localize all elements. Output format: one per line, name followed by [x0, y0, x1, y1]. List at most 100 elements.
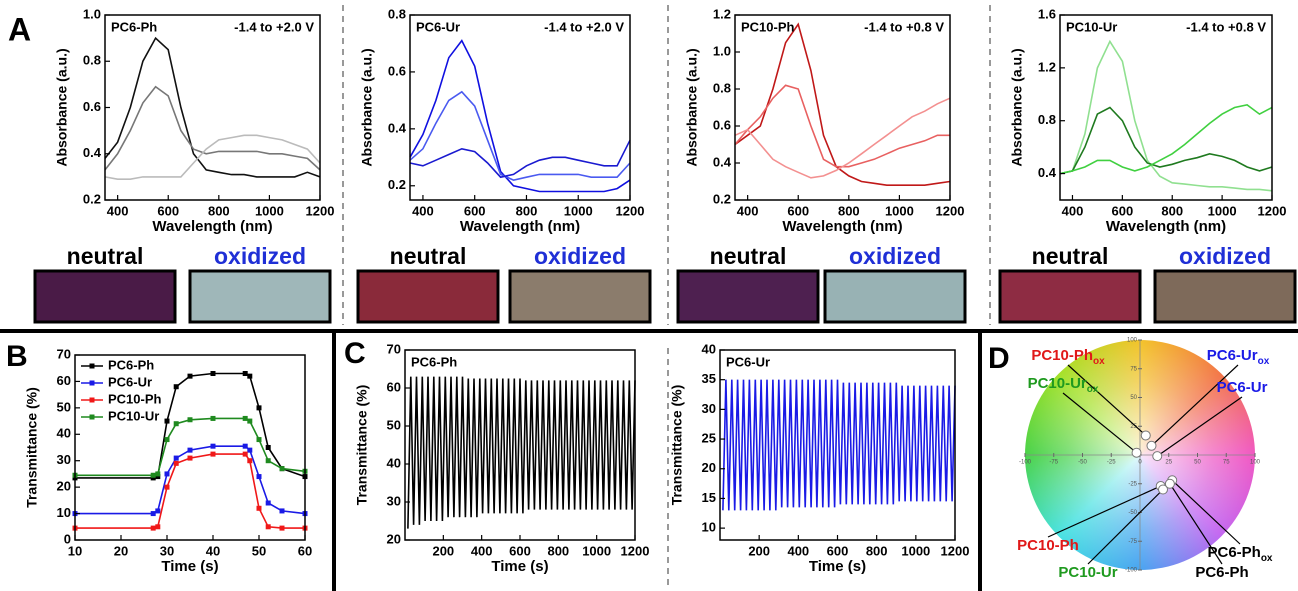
y-tick-label: 20: [387, 531, 401, 546]
x-tick-label: 400: [737, 203, 759, 218]
panel-label: A: [8, 11, 31, 47]
leader-line: [1067, 364, 1147, 436]
x-tick-label: 800: [838, 203, 860, 218]
plot-frame: [74, 354, 306, 541]
legend-marker: [89, 363, 95, 369]
y-tick-label: 100: [1127, 338, 1138, 344]
series-line: [409, 139, 631, 179]
plot-frame: [719, 349, 956, 541]
y-tick-label: 20: [57, 479, 71, 494]
marker: [164, 471, 170, 477]
marker: [210, 451, 216, 457]
series-line: [734, 22, 951, 186]
marker: [173, 384, 179, 390]
x-axis-label: Wavelength (nm): [460, 218, 580, 235]
marker: [247, 418, 253, 424]
y-tick-label: 35: [702, 371, 716, 386]
marker: [279, 466, 285, 472]
marker: [150, 511, 156, 517]
panel-label: B: [6, 340, 28, 373]
marker: [256, 405, 262, 411]
marker: [155, 524, 161, 530]
y-axis-label: Transmittance (%): [669, 385, 685, 506]
x-tick-label: 400: [1062, 203, 1084, 218]
y-tick-label: 25: [702, 431, 716, 446]
x-tick-label: 50: [252, 543, 266, 558]
y-tick-label: 15: [702, 490, 716, 505]
x-tick-label: 600: [157, 203, 179, 218]
y-tick-label: 60: [387, 379, 401, 394]
y-axis-label: Absorbance (a.u.): [359, 48, 375, 166]
chart-title: PC6-Ph: [411, 354, 457, 369]
separators: [342, 5, 991, 585]
point: [1158, 484, 1168, 495]
marker: [247, 447, 253, 453]
x-tick-label: 800: [208, 203, 230, 218]
chart-title: PC10-Ph: [741, 19, 795, 34]
series-line: [1059, 39, 1273, 192]
x-tick-label: 1000: [901, 543, 930, 558]
marker: [256, 505, 262, 511]
y-tick-label: 40: [387, 455, 401, 470]
marker: [265, 500, 271, 506]
x-axis-label: Time (s): [491, 558, 548, 575]
series-line: [1059, 104, 1273, 175]
y-tick-label: -25: [1128, 481, 1137, 487]
marker: [150, 525, 156, 531]
marker: [173, 455, 179, 461]
y-tick-label: -50: [1128, 510, 1137, 516]
y-axis-label: Transmittance (%): [24, 387, 40, 508]
y-tick-label: 0.8: [83, 53, 101, 68]
plot-frame: [734, 14, 951, 201]
marker: [256, 474, 262, 480]
point-label-sub: ox: [1087, 384, 1099, 395]
y-tick-label: 30: [57, 452, 71, 467]
plot-frame: [409, 14, 631, 201]
y-axis-label: Transmittance (%): [354, 385, 370, 506]
marker: [242, 371, 248, 376]
y-tick-label: 0.6: [83, 99, 101, 114]
legend-label: PC10-Ur: [108, 408, 159, 423]
y-tick-label: 70: [57, 346, 71, 361]
x-tick-label: 1200: [621, 543, 650, 558]
y-tick-label: 50: [387, 417, 401, 432]
marker: [173, 421, 179, 427]
swatch: [1153, 269, 1297, 324]
marker: [247, 458, 253, 464]
y-tick-label: 0.4: [713, 154, 732, 169]
marker: [242, 443, 248, 449]
legend-marker: [89, 380, 95, 386]
y-tick-label: 0.4: [1038, 165, 1057, 180]
marker: [256, 437, 262, 443]
y-axis-label: Absorbance (a.u.): [684, 48, 700, 166]
marker: [164, 484, 170, 490]
point: [1146, 440, 1157, 451]
y-axis-label: Absorbance (a.u.): [1009, 48, 1025, 166]
leader-line: [1156, 396, 1243, 457]
y-tick-label: 70: [387, 341, 401, 356]
y-tick-label: 1.6: [1038, 6, 1056, 21]
marker: [279, 525, 285, 531]
leader-line: [1062, 392, 1137, 454]
chart-title: PC6-Ur: [726, 354, 770, 369]
leader-line: [1169, 483, 1223, 565]
y-tick-label: 10: [702, 520, 716, 535]
x-axis-label: Time (s): [809, 558, 866, 575]
point-label: PC6-Urox: [1207, 347, 1270, 367]
x-tick-label: 600: [787, 203, 809, 218]
x-tick-label: 40: [206, 543, 220, 558]
x-tick-label: 400: [107, 203, 129, 218]
point: [1131, 447, 1142, 458]
series-line: [104, 36, 321, 178]
x-tick-label: 30: [160, 543, 174, 558]
marker: [155, 471, 161, 477]
y-tick-label: 1.2: [713, 6, 731, 21]
swatch: [508, 269, 652, 324]
swatch-label: neutral: [1032, 243, 1109, 269]
marker: [265, 524, 271, 530]
y-tick-label: 0.2: [388, 177, 406, 192]
swatch-label: oxidized: [214, 243, 306, 269]
x-tick-label: 600: [827, 543, 849, 558]
